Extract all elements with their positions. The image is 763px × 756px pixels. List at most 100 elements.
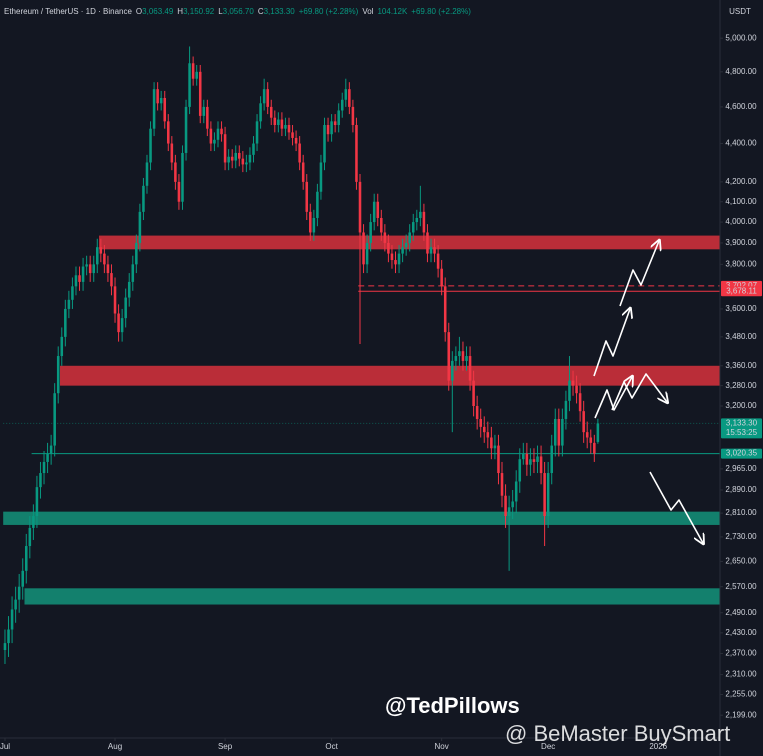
y-tick-label: 3,280.00 [725,381,757,390]
candle-body [280,119,284,129]
axes: 5,000.00 4,800.00 4,600.00 4,400.00 4,200.00… [0,33,757,751]
candle-body [507,507,511,517]
candle-body [454,356,458,361]
y-tick-label: 4,400.00 [725,139,757,148]
candle-body [284,125,287,129]
candle-body [181,152,184,202]
x-tick-label: Oct [325,742,338,751]
y-tick-label: 2,370.00 [725,649,757,658]
candle-body [337,110,340,126]
price-tag-label: 3,133.30 [726,418,758,427]
candle-body [312,217,316,233]
candle-body [120,318,124,333]
candle-body [223,134,227,163]
y-tick-label: 4,100.00 [725,197,757,206]
candle-body [213,139,216,144]
candle-body [596,423,600,442]
candle-body [230,156,234,161]
x-tick-label: Jul [0,742,10,751]
candle-body [96,247,99,265]
candle-body [245,162,248,165]
candle-body [532,459,536,462]
candle-body [287,125,291,133]
y-tick-label: 4,600.00 [725,102,757,111]
candle-body [17,586,21,600]
candle-body [422,211,426,233]
candle-body [451,360,454,381]
candle-body [497,445,500,474]
y-tick-label: 4,000.00 [725,217,757,226]
watermark: @TedPillows [385,693,520,718]
candle-body [401,247,404,254]
candle-body [202,106,206,116]
price-tag-label: 3,702.07 [726,281,758,290]
candle-body [525,453,529,465]
candle-body [156,89,159,104]
candle-body [291,132,294,138]
x-tick-label: 2026 [649,742,667,751]
candle-body [500,473,504,496]
price-tag [721,418,762,439]
candle-body [372,201,376,223]
candle-body [88,264,92,274]
header-item: 3,150.92 [183,7,215,16]
candle-body [593,442,596,454]
candle-body [174,162,177,182]
candle-body [163,97,167,122]
candle-body [14,599,17,610]
candle-body [28,527,32,547]
candle-body [78,275,81,282]
countdown: 15:53:25 [726,428,758,437]
candle-body [557,418,561,446]
candle-body [585,432,589,438]
y-tick-label: 2,490.00 [725,608,757,617]
candle-body [358,181,362,233]
candle-body [60,336,64,357]
candle-body [426,232,429,254]
candle-body [369,222,372,243]
candle-body [355,125,358,182]
candle-body [543,473,546,517]
zone [3,511,721,525]
y-tick-label: 3,800.00 [725,259,757,268]
candle-body [316,191,319,218]
candle-body [170,143,174,163]
candles [3,46,600,664]
candle-body [269,106,273,118]
price-tag [721,286,762,297]
candle-body [127,281,131,298]
zone [24,588,720,605]
arrow [649,471,703,543]
candle-body [188,63,191,107]
candle-body [81,266,85,282]
y-tick-label: 3,360.00 [725,361,757,370]
candle-body [85,264,88,267]
candle-body [106,264,110,274]
y-tick-label: 2,965.00 [725,464,757,473]
candle-body [468,356,472,381]
candle-body [67,299,71,309]
candle-body [301,162,305,182]
arrow [619,241,659,307]
header-item: Ethereum / TetherUS · 1D · Binance [4,7,132,16]
candle-body [138,211,142,243]
candle-body [344,89,348,100]
candle-body [504,495,507,517]
candle-body [234,152,238,161]
candle-body [514,481,518,502]
candle-body [511,501,514,508]
candle-body [74,275,78,287]
candle-body [319,162,323,192]
price-tag-label: 3,678.11 [726,286,757,295]
candle-body [110,273,113,287]
candle-body [340,99,344,111]
candle-body [35,487,39,517]
candle-body [71,286,74,300]
candle-body [191,63,195,79]
y-tick-label: 2,810.00 [725,508,757,517]
arrow [611,373,667,411]
candle-body [365,242,369,265]
y-tick-label: 2,570.00 [725,582,757,591]
candle-body [461,351,465,361]
